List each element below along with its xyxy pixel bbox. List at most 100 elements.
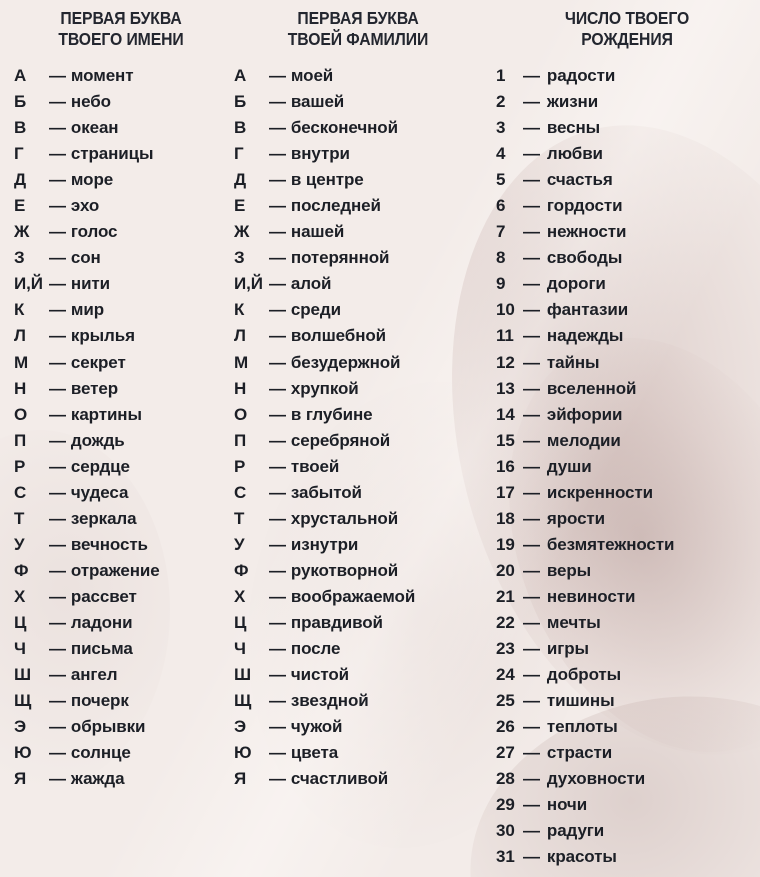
em-dash-separator: —: [49, 639, 66, 659]
entry-key: 30: [496, 821, 515, 841]
entry-key: Б: [14, 92, 27, 112]
entry-key: Ю: [14, 743, 32, 763]
em-dash-separator: —: [49, 404, 66, 424]
em-dash-separator: —: [269, 118, 286, 138]
em-dash-separator: —: [269, 586, 286, 606]
em-dash-separator: —: [49, 274, 66, 294]
entry-value: волшебной: [290, 326, 386, 346]
entry-key: Е: [14, 196, 26, 216]
entry-key: 11: [496, 326, 514, 346]
em-dash-separator: —: [49, 326, 66, 346]
entry-key: Э: [14, 717, 26, 737]
entry-key: М: [234, 352, 249, 372]
entry-key: 20: [496, 560, 515, 580]
em-dash-separator: —: [523, 612, 540, 632]
entry-value: нежности: [546, 222, 627, 242]
entry-value: вечность: [70, 534, 148, 554]
entry-value: в глубине: [290, 404, 373, 424]
em-dash-separator: —: [523, 404, 540, 424]
entry-value: зеркала: [70, 508, 137, 528]
list-item: Е — последней: [234, 193, 486, 219]
list-item: 31 — красоты: [496, 844, 760, 870]
entry-value: свободы: [546, 248, 623, 268]
rows-first-letter-of-surname: А — моей Б — вашей В — бесконечной Г — внутри Д — в це…: [234, 63, 486, 792]
entry-value: вашей: [290, 92, 345, 112]
entry-value: чужой: [290, 717, 343, 737]
entry-key: Ж: [234, 222, 250, 242]
entry-key: 10: [496, 300, 515, 320]
entry-value: рукотворной: [290, 560, 399, 580]
entry-value: жизни: [546, 92, 599, 112]
em-dash-separator: —: [523, 821, 540, 841]
entry-value: правдивой: [290, 612, 383, 632]
list-item: Э — обрывки: [14, 714, 228, 740]
list-item: А — момент: [14, 63, 228, 89]
entry-value: счастливой: [290, 769, 389, 789]
entry-key: Ч: [234, 639, 246, 659]
entry-value: последней: [290, 196, 381, 216]
em-dash-separator: —: [523, 144, 540, 164]
list-item: У — вечность: [14, 532, 228, 558]
em-dash-separator: —: [269, 222, 286, 242]
entry-key: Л: [14, 326, 26, 346]
entry-key: У: [14, 534, 25, 554]
list-item: З — сон: [14, 245, 228, 271]
entry-value: внутри: [290, 144, 350, 164]
entry-key: Н: [14, 378, 27, 398]
entry-value: страсти: [546, 743, 613, 763]
entry-key: Л: [234, 326, 246, 346]
em-dash-separator: —: [49, 456, 66, 476]
list-item: З — потерянной: [234, 245, 486, 271]
entry-key: Г: [234, 144, 244, 164]
entry-key: Т: [14, 508, 25, 528]
list-item: Д — в центре: [234, 167, 486, 193]
entry-value: воображаемой: [290, 586, 416, 606]
column-header-name-line1: ПЕРВАЯ БУКВА: [60, 8, 182, 28]
entry-value: чистой: [290, 665, 350, 685]
entry-key: С: [14, 482, 27, 502]
list-item: 21 — невиности: [496, 584, 760, 610]
entry-key: 28: [496, 769, 515, 789]
list-item: Ж — голос: [14, 219, 228, 245]
list-item: 18 — ярости: [496, 506, 760, 532]
entry-value: солнце: [70, 743, 131, 763]
em-dash-separator: —: [523, 665, 540, 685]
list-item: 29 — ночи: [496, 792, 760, 818]
list-item: С — чудеса: [14, 480, 228, 506]
entry-value: бесконечной: [290, 118, 398, 138]
entry-key: 7: [496, 222, 506, 242]
entry-key: 2: [496, 92, 506, 112]
em-dash-separator: —: [49, 665, 66, 685]
entry-value: забытой: [290, 482, 362, 502]
em-dash-separator: —: [523, 586, 540, 606]
entry-key: 6: [496, 196, 506, 216]
em-dash-separator: —: [269, 144, 286, 164]
em-dash-separator: —: [523, 300, 540, 320]
entry-value: безудержной: [290, 352, 401, 372]
list-item: Д — море: [14, 167, 228, 193]
em-dash-separator: —: [269, 717, 286, 737]
entry-key: Е: [234, 196, 246, 216]
entry-key: З: [234, 248, 245, 268]
entry-key: 26: [496, 717, 515, 737]
list-item: Т — зеркала: [14, 506, 228, 532]
entry-value: души: [546, 456, 592, 476]
em-dash-separator: —: [523, 352, 540, 372]
list-item: 20 — веры: [496, 558, 760, 584]
list-item: И,Й — алой: [234, 271, 486, 297]
entry-value: чудеса: [70, 482, 129, 502]
em-dash-separator: —: [269, 534, 286, 554]
list-item: Щ — звездной: [234, 688, 486, 714]
entry-value: ангел: [70, 665, 118, 685]
list-item: Б — вашей: [234, 89, 486, 115]
list-item: Х — рассвет: [14, 584, 228, 610]
em-dash-separator: —: [523, 482, 540, 502]
list-item: 17 — искренности: [496, 480, 760, 506]
em-dash-separator: —: [269, 404, 286, 424]
entry-value: письма: [70, 639, 133, 659]
entry-key: 23: [496, 639, 515, 659]
entry-value: жажда: [70, 769, 125, 789]
list-item: 16 — души: [496, 454, 760, 480]
column-header-name: ПЕРВАЯ БУКВА ТВОЕГО ИМЕНИ: [25, 8, 218, 50]
